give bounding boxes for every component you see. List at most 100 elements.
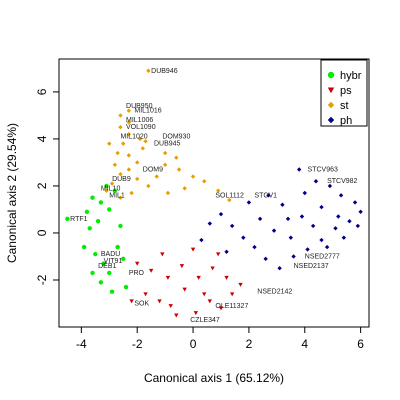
data-point	[165, 275, 171, 280]
data-point	[140, 146, 145, 151]
point-label: MIL1006	[126, 117, 153, 124]
data-point	[341, 235, 347, 240]
x-axis-label: Canonical axis 1 (65.12%)	[144, 371, 284, 385]
data-point	[271, 228, 277, 233]
data-point	[285, 216, 291, 222]
legend-label: ps	[340, 85, 352, 97]
point-label: BADU	[101, 251, 120, 258]
legend-marker-hybr	[327, 71, 335, 79]
data-point	[104, 183, 109, 189]
data-point	[118, 124, 123, 130]
data-point	[157, 299, 162, 304]
data-point	[277, 266, 282, 271]
point-label: DOM930	[162, 134, 190, 141]
data-point	[202, 179, 207, 184]
data-point	[87, 226, 92, 231]
data-point	[118, 195, 123, 200]
point-label: OLE11327	[215, 303, 248, 310]
data-point	[196, 275, 201, 280]
series-hybr	[65, 183, 129, 294]
point-label: VOL1090	[126, 124, 156, 131]
point-label: NSED2777	[305, 253, 340, 260]
point-label: NSED2142	[257, 289, 292, 296]
point-label: RTF1	[70, 216, 87, 223]
data-point	[313, 179, 319, 184]
data-point	[218, 211, 224, 217]
data-point	[104, 188, 109, 193]
data-point	[165, 190, 171, 196]
series-ps	[129, 247, 243, 318]
data-point	[338, 193, 344, 198]
data-point	[207, 221, 213, 226]
data-point	[174, 313, 179, 318]
data-point	[123, 284, 129, 290]
data-point	[118, 113, 123, 118]
data-point	[336, 214, 341, 219]
data-point	[291, 254, 296, 259]
data-point	[257, 216, 263, 222]
data-point	[154, 174, 159, 179]
data-point	[193, 311, 199, 316]
point-label: NSED2137	[294, 263, 329, 270]
data-point	[129, 190, 134, 196]
point-label: DEB1	[98, 263, 116, 270]
data-point	[210, 266, 215, 271]
data-point	[81, 244, 87, 250]
data-point	[179, 264, 185, 269]
data-point	[224, 275, 229, 280]
point-label: MIL1020	[120, 134, 147, 141]
point-label: STCV982	[327, 178, 357, 185]
data-point	[305, 247, 310, 252]
data-point	[98, 280, 104, 285]
data-point	[352, 200, 358, 205]
data-point	[126, 167, 132, 172]
data-point	[266, 193, 271, 198]
legend-marker-st	[327, 101, 335, 109]
data-point	[65, 216, 70, 222]
x-tick-label: 4	[301, 337, 308, 351]
legend: hybr ps st ph	[320, 59, 368, 127]
point-label: MIL1	[109, 192, 125, 199]
y-axis-label: Canonical axis 2 (29.54%)	[5, 123, 19, 263]
y-tick-label: -2	[35, 274, 49, 285]
data-point	[227, 197, 232, 203]
point-label: DUB945	[154, 141, 181, 148]
data-point	[296, 167, 302, 172]
data-point	[229, 292, 235, 297]
point-label: SOK	[134, 300, 149, 307]
data-point	[168, 304, 173, 309]
legend-marker-ps	[327, 87, 335, 94]
point-label: MIL1016	[134, 108, 161, 115]
data-point	[126, 108, 132, 113]
data-point	[118, 223, 123, 229]
data-point	[146, 68, 151, 73]
data-point	[134, 261, 140, 266]
point-label: CZLE347	[190, 317, 220, 324]
data-point	[95, 219, 101, 224]
data-point	[238, 282, 243, 287]
data-point	[252, 244, 257, 250]
point-label: STCV1	[254, 192, 277, 199]
data-point	[143, 139, 148, 144]
data-point	[280, 202, 285, 207]
legend-label: st	[340, 100, 349, 112]
legend-marker-ph	[327, 116, 335, 124]
data-point	[101, 261, 106, 266]
point-label: MIL10	[101, 185, 121, 192]
data-point	[215, 188, 221, 193]
data-point	[84, 209, 90, 215]
point-label: DOM9	[143, 166, 163, 173]
x-tick-label: 2	[246, 337, 253, 351]
y-tick-label: 2	[35, 182, 49, 189]
data-point	[134, 176, 140, 182]
y-tick-label: 4	[35, 135, 49, 142]
point-label: DUB9	[112, 176, 131, 183]
x-tick-label: 0	[190, 337, 197, 351]
data-point	[107, 207, 112, 212]
point-label: DUB950	[126, 103, 153, 110]
data-point	[355, 223, 361, 229]
marks-layer	[65, 68, 363, 318]
x-tick-label: -2	[132, 337, 143, 351]
data-point	[115, 150, 120, 156]
